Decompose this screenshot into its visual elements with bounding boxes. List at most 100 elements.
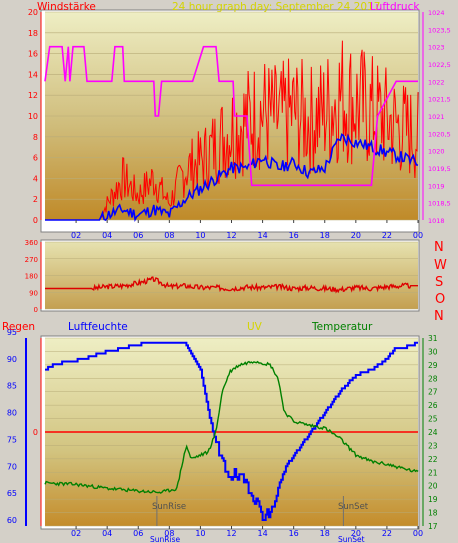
panel1-ytick-left: 4 bbox=[33, 174, 38, 183]
panel1-ytick-left: 2 bbox=[33, 195, 38, 204]
panel3-ytick-right: 17 bbox=[428, 522, 438, 531]
date-title: 24 hour graph day: September 24 2017 bbox=[172, 1, 380, 13]
panel1-ytick-left: 10 bbox=[28, 112, 38, 121]
panel1-ytick-left: 20 bbox=[28, 8, 38, 17]
temperature-title: Temperatur bbox=[311, 321, 373, 333]
panel1-ytick-left: 6 bbox=[33, 154, 38, 163]
panel3-ytick-right: 29 bbox=[428, 361, 438, 370]
panel3-ytick-left: 95 bbox=[7, 328, 17, 337]
panel1-ytick-right: 1022 bbox=[428, 78, 445, 86]
direction-label-n-bottom: N bbox=[434, 309, 444, 324]
panel1-xtick-label: 12 bbox=[226, 231, 236, 240]
panel3-xtick-label: 16 bbox=[289, 529, 299, 538]
panel3-xtick-label: 10 bbox=[195, 529, 205, 538]
panel3-ytick-right: 18 bbox=[428, 509, 438, 518]
panel3-ytick-right: 24 bbox=[428, 428, 438, 437]
panel3-ytick-right: 21 bbox=[428, 468, 438, 477]
panel1-ytick-right: 1020,5 bbox=[428, 130, 451, 138]
panel1-xtick-label: 16 bbox=[289, 231, 299, 240]
panel1-xtick-label: 06 bbox=[133, 231, 143, 240]
wind-average-line bbox=[45, 133, 419, 222]
panel1-ytick-right: 1023,5 bbox=[428, 26, 451, 34]
panel1-xtick-label: 14 bbox=[257, 231, 267, 240]
temperature-line bbox=[44, 360, 419, 494]
panel1-xtick-label: 04 bbox=[102, 231, 112, 240]
humidity-line bbox=[45, 341, 418, 521]
panel3-ytick-left: 75 bbox=[7, 435, 17, 444]
panel3-xtick-label: 14 bbox=[257, 529, 267, 538]
direction-label-n-top: N bbox=[434, 240, 444, 255]
panel1-ytick-right: 1018 bbox=[428, 217, 445, 225]
panel3-ytick-right: 27 bbox=[428, 388, 438, 397]
panel1-xtick-label: 02 bbox=[71, 231, 81, 240]
panel3-rain-tick: 0 bbox=[33, 428, 38, 437]
panel3-xtick-label: 02 bbox=[71, 529, 81, 538]
panel3-xtick-label: 22 bbox=[382, 529, 392, 538]
panel3-xtick-label: 08 bbox=[164, 529, 174, 538]
panel1-ytick-right: 1023 bbox=[428, 44, 445, 52]
panel3-ytick-right: 20 bbox=[428, 482, 438, 491]
panel2-ytick: 270 bbox=[25, 256, 38, 264]
panel3-ytick-right: 31 bbox=[428, 334, 438, 343]
panel1-ytick-right: 1020 bbox=[428, 148, 445, 156]
pressure-title: Luftdruck bbox=[370, 1, 420, 13]
panel3-ytick-right: 22 bbox=[428, 455, 438, 464]
panel3-ytick-right: 23 bbox=[428, 441, 438, 450]
panel3-xtick-label: 04 bbox=[102, 529, 112, 538]
panel3-ytick-left: 65 bbox=[7, 489, 17, 498]
panel1-ytick-right: 1021 bbox=[428, 113, 445, 121]
panel1-ytick-right: 1021,5 bbox=[428, 96, 451, 104]
panel3-ytick-left: 85 bbox=[7, 382, 17, 391]
panel3-ytick-left: 90 bbox=[7, 355, 17, 364]
panel3-ytick-right: 26 bbox=[428, 401, 438, 410]
panel3-ytick-left: 70 bbox=[7, 462, 17, 471]
direction-label-o: O bbox=[435, 292, 445, 307]
panel3-xtick-label: 06 bbox=[133, 529, 143, 538]
panel3-ytick-left: 80 bbox=[7, 409, 17, 418]
panel1-ytick-right: 1018,5 bbox=[428, 200, 451, 208]
panel1-xtick-label: 08 bbox=[164, 231, 174, 240]
panel1-ytick-right: 1024 bbox=[428, 9, 445, 17]
panel3-xtick-label: 18 bbox=[320, 529, 330, 538]
uv-title: UV bbox=[247, 321, 263, 333]
sunrise-annotation: SunRise bbox=[152, 502, 186, 512]
panel1-xtick-label: 20 bbox=[351, 231, 361, 240]
panel2-ytick: 180 bbox=[25, 273, 38, 281]
direction-label-s: S bbox=[435, 275, 443, 290]
panel1-xtick-label: 18 bbox=[320, 231, 330, 240]
wind-direction-line bbox=[45, 276, 418, 294]
sunset-axis-marker: SunSet bbox=[338, 535, 365, 543]
panel1-ytick-right: 1022,5 bbox=[428, 61, 451, 69]
panel3-xtick-label: 00 bbox=[413, 529, 423, 538]
humidity-title: Luftfeuchte bbox=[68, 321, 128, 333]
panel1-ytick-left: 0 bbox=[33, 216, 38, 225]
wind-gust-line bbox=[45, 40, 419, 221]
panel3-ytick-right: 25 bbox=[428, 415, 438, 424]
panel3-ytick-right: 19 bbox=[428, 495, 438, 504]
rain-title: Regen bbox=[2, 321, 35, 333]
panel1-ytick-left: 12 bbox=[28, 91, 38, 100]
panel1-xtick-label: 10 bbox=[195, 231, 205, 240]
sunrise-axis-marker: SunRise bbox=[150, 535, 180, 543]
panel2-ytick: 90 bbox=[29, 289, 38, 297]
panel1-ytick-left: 16 bbox=[28, 50, 38, 59]
direction-label-w: W bbox=[434, 258, 447, 273]
panel1-xtick-label: 22 bbox=[382, 231, 392, 240]
panel3-xtick-label: 12 bbox=[226, 529, 236, 538]
panel3-ytick-left: 60 bbox=[7, 516, 17, 525]
panel1-ytick-left: 14 bbox=[28, 70, 38, 79]
sunset-annotation: SunSet bbox=[338, 502, 369, 512]
panel1-ytick-right: 1019,5 bbox=[428, 165, 451, 173]
panel1-ytick-left: 8 bbox=[33, 133, 38, 142]
panel3-xtick-label: 20 bbox=[351, 529, 361, 538]
panel1-xtick-label: 00 bbox=[413, 231, 423, 240]
panel3-ytick-right: 30 bbox=[428, 347, 438, 356]
panel1-ytick-left: 18 bbox=[28, 29, 38, 38]
panel2-ytick: 360 bbox=[25, 239, 38, 247]
wind-title: Windstärke bbox=[37, 1, 96, 13]
panel1-ytick-right: 1019 bbox=[428, 182, 445, 190]
pressure-line bbox=[44, 45, 418, 187]
panel3-ytick-right: 28 bbox=[428, 374, 438, 383]
